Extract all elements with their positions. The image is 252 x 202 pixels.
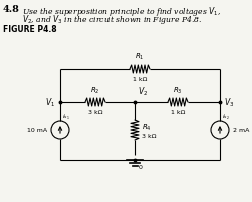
Text: Use the superposition principle to find voltages $V_1$,: Use the superposition principle to find … — [22, 5, 221, 18]
Text: $V_2$: $V_2$ — [138, 85, 148, 98]
Text: $i_{s_1}$: $i_{s_1}$ — [62, 112, 70, 121]
Text: 1 kΩ: 1 kΩ — [133, 77, 147, 82]
Text: 3 kΩ: 3 kΩ — [88, 109, 102, 115]
Text: 3 kΩ: 3 kΩ — [142, 133, 156, 138]
Text: $R_1$: $R_1$ — [135, 52, 145, 62]
Text: FIGURE P4.8: FIGURE P4.8 — [3, 25, 57, 34]
Text: 0: 0 — [139, 165, 143, 170]
Text: 2 mA: 2 mA — [233, 128, 249, 133]
Text: $V_2$, and $V_3$ in the circuit shown in Figure P4.8.: $V_2$, and $V_3$ in the circuit shown in… — [22, 13, 202, 26]
Text: 4.8: 4.8 — [3, 5, 20, 14]
Text: 1 kΩ: 1 kΩ — [171, 109, 185, 115]
Text: 10 mA: 10 mA — [27, 128, 47, 133]
Text: $R_3$: $R_3$ — [173, 85, 183, 96]
Text: $i_{s_2}$: $i_{s_2}$ — [222, 112, 230, 121]
Text: $R_2$: $R_2$ — [90, 85, 100, 96]
Text: $V_1$: $V_1$ — [45, 96, 55, 109]
Text: $V_3$: $V_3$ — [224, 96, 234, 109]
Text: $R_4$: $R_4$ — [142, 122, 152, 133]
